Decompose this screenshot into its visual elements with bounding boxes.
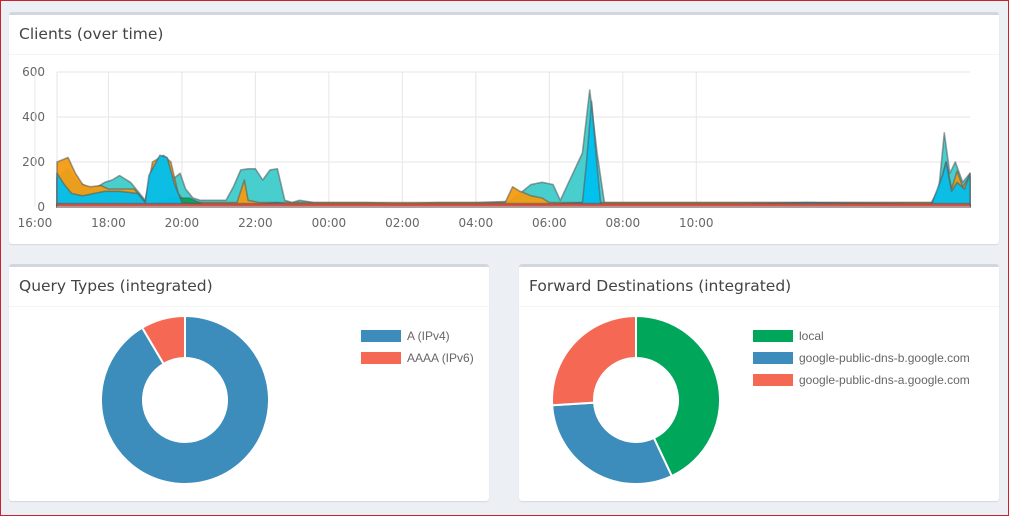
legend-label: local — [799, 329, 824, 343]
slice-3 — [551, 316, 637, 407]
x-tick-label: 18:00 — [91, 216, 126, 230]
y-tick-label: 200 — [22, 155, 45, 169]
legend-item[interactable]: google-public-dns-a.google.com — [753, 369, 970, 391]
query-types-legend: A (IPv4) AAAA (IPv6) — [361, 325, 474, 369]
x-tick-label: 22:00 — [238, 216, 273, 230]
x-tick-label: 20:00 — [165, 216, 200, 230]
legend-swatch — [753, 352, 793, 364]
query-types-doughnut — [100, 316, 270, 485]
legend-label: A (IPv4) — [407, 329, 450, 343]
x-tick-label: 04:00 — [459, 216, 494, 230]
panel-title: Query Types (integrated) — [9, 267, 489, 307]
x-tick-label: 00:00 — [312, 216, 347, 230]
legend-swatch — [753, 330, 793, 342]
legend-item[interactable]: google-public-dns-b.google.com — [753, 347, 970, 369]
x-tick-label: 16:00 — [18, 216, 53, 230]
y-tick-label: 400 — [22, 110, 45, 124]
clients-over-time-panel: Clients (over time) 600 400 200 0 18:00 20:00… — [9, 12, 999, 244]
series-area-5 — [56, 202, 971, 208]
slice-2 — [551, 401, 674, 485]
slice-1 — [635, 316, 721, 478]
y-tick-label: 600 — [22, 65, 45, 79]
x-tick-label: 10:00 — [679, 216, 714, 230]
forward-destinations-doughnut — [551, 316, 721, 485]
legend-item[interactable]: AAAA (IPv6) — [361, 347, 474, 369]
legend-label: google-public-dns-a.google.com — [799, 373, 970, 387]
legend-label: google-public-dns-b.google.com — [799, 351, 970, 365]
panel-title: Forward Destinations (integrated) — [519, 267, 999, 307]
slice-2 — [140, 316, 186, 366]
x-tick-label: 06:00 — [532, 216, 567, 230]
slice-1 — [100, 316, 270, 485]
forward-destinations-panel: Forward Destinations (integrated) local g… — [519, 264, 999, 501]
legend-swatch — [361, 330, 401, 342]
legend-swatch — [361, 352, 401, 364]
forward-destinations-legend: local google-public-dns-b.google.com googl… — [753, 325, 970, 391]
legend-swatch — [753, 374, 793, 386]
panel-title: Clients (over time) — [9, 15, 999, 55]
legend-item[interactable]: local — [753, 325, 970, 347]
legend-item[interactable]: A (IPv4) — [361, 325, 474, 347]
query-types-panel: Query Types (integrated) A (IPv4) AAAA (I… — [9, 264, 489, 501]
x-tick-label: 02:00 — [385, 216, 420, 230]
y-tick-label: 0 — [37, 200, 45, 214]
legend-label: AAAA (IPv6) — [407, 351, 474, 365]
x-tick-label: 08:00 — [606, 216, 641, 230]
clients-area-chart: 600 400 200 0 18:00 20:00 22:00 00:00 02:00 04:00… — [18, 65, 971, 230]
